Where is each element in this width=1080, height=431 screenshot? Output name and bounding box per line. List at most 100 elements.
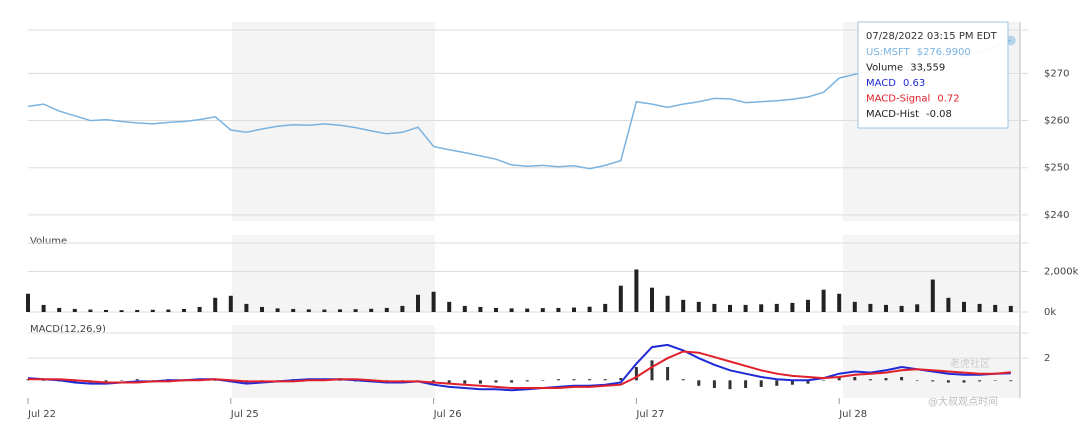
watermark: 老虎社区 [950, 357, 990, 370]
tooltip-value: -0.08 [926, 109, 952, 120]
tooltip-item: US:MSFT $276.9900 [866, 47, 971, 58]
tooltip-time: 07/28/2022 03:15 PM EDT [866, 31, 998, 42]
tooltip: 07/28/2022 03:15 PM EDT US:MSFT $276.9900… [857, 21, 1009, 129]
bar [213, 380, 217, 381]
bar [619, 378, 623, 381]
bar [73, 380, 77, 383]
bar [822, 380, 826, 381]
bar [915, 304, 920, 312]
bar [463, 380, 467, 384]
bar [696, 301, 701, 312]
bar [400, 305, 405, 312]
x-tick-label: Jul 28 [838, 409, 867, 420]
bar [931, 380, 935, 382]
bar [510, 380, 514, 383]
bar [135, 379, 139, 381]
bar [525, 308, 530, 312]
y-tick-label: $250 [1044, 163, 1069, 174]
bar [868, 379, 872, 381]
bar [930, 279, 935, 312]
tooltip-label: MACD-Hist [866, 109, 919, 120]
bar [104, 380, 108, 382]
x-tick-label: Jul 25 [230, 409, 259, 420]
x-tick-label: Jul 26 [433, 409, 462, 420]
bar [88, 309, 93, 312]
bar [697, 380, 701, 386]
panel-title: Volume [30, 236, 67, 247]
watermark: @大叔观点时间 [928, 395, 998, 408]
bar [120, 380, 124, 381]
bar [462, 305, 467, 312]
bar [338, 309, 342, 312]
bar [478, 306, 483, 312]
bar [556, 379, 560, 381]
bar [213, 297, 218, 312]
tooltip-label: US:MSFT [866, 47, 911, 58]
bar [962, 380, 966, 383]
bar [494, 307, 498, 312]
bar [587, 306, 592, 312]
bar [775, 380, 779, 386]
tooltip-item: Volume 33,559 [866, 63, 945, 74]
bar [853, 376, 857, 381]
y-tick-label: $240 [1044, 210, 1069, 221]
bar [962, 301, 966, 312]
tooltip-item: MACD-Signal 0.72 [866, 94, 960, 105]
x-tick-label: Jul 27 [635, 409, 664, 420]
bar [712, 380, 716, 389]
bar [369, 308, 374, 312]
bar [322, 309, 327, 312]
bar [509, 308, 514, 312]
bar [790, 380, 794, 385]
bar [135, 309, 140, 312]
bar [447, 301, 452, 312]
bar [275, 308, 280, 312]
bar [900, 376, 904, 381]
bar [353, 309, 358, 312]
y-tick-label: $260 [1044, 116, 1069, 127]
bar [978, 380, 982, 382]
bar [540, 308, 545, 312]
bar [1009, 380, 1013, 382]
tooltip-value: $276.9900 [917, 47, 971, 58]
bar [416, 294, 420, 312]
y-tick-label: $270 [1044, 68, 1069, 79]
bar [244, 303, 249, 312]
bar [993, 380, 997, 381]
bar [291, 308, 296, 312]
bar [494, 380, 498, 383]
panel-gap [28, 312, 1028, 325]
bar [26, 293, 30, 312]
y-tick-label: 0k [1044, 307, 1056, 318]
bar [993, 304, 998, 312]
bar [946, 297, 951, 312]
bar [447, 380, 451, 384]
bar [681, 299, 686, 312]
bar [588, 379, 592, 381]
tooltip-label: Volume [866, 63, 903, 74]
bar [41, 304, 46, 312]
bar [899, 305, 904, 312]
bar [790, 302, 795, 312]
bar [72, 308, 77, 312]
bar [650, 360, 654, 381]
bar [182, 308, 186, 312]
bar [431, 291, 436, 312]
bar [384, 307, 389, 312]
bar [743, 304, 748, 312]
bar [759, 304, 764, 312]
bar [150, 309, 155, 312]
bar [260, 306, 264, 312]
bar [915, 380, 919, 381]
bar [744, 380, 748, 389]
bar [884, 304, 888, 312]
bar [837, 376, 841, 381]
tooltip-label: MACD-Signal [866, 94, 930, 105]
bar [728, 380, 732, 390]
bar [119, 310, 124, 312]
bar [603, 303, 608, 312]
bar [306, 309, 311, 312]
bar [572, 307, 576, 312]
x-tick-label: Jul 22 [27, 409, 56, 420]
